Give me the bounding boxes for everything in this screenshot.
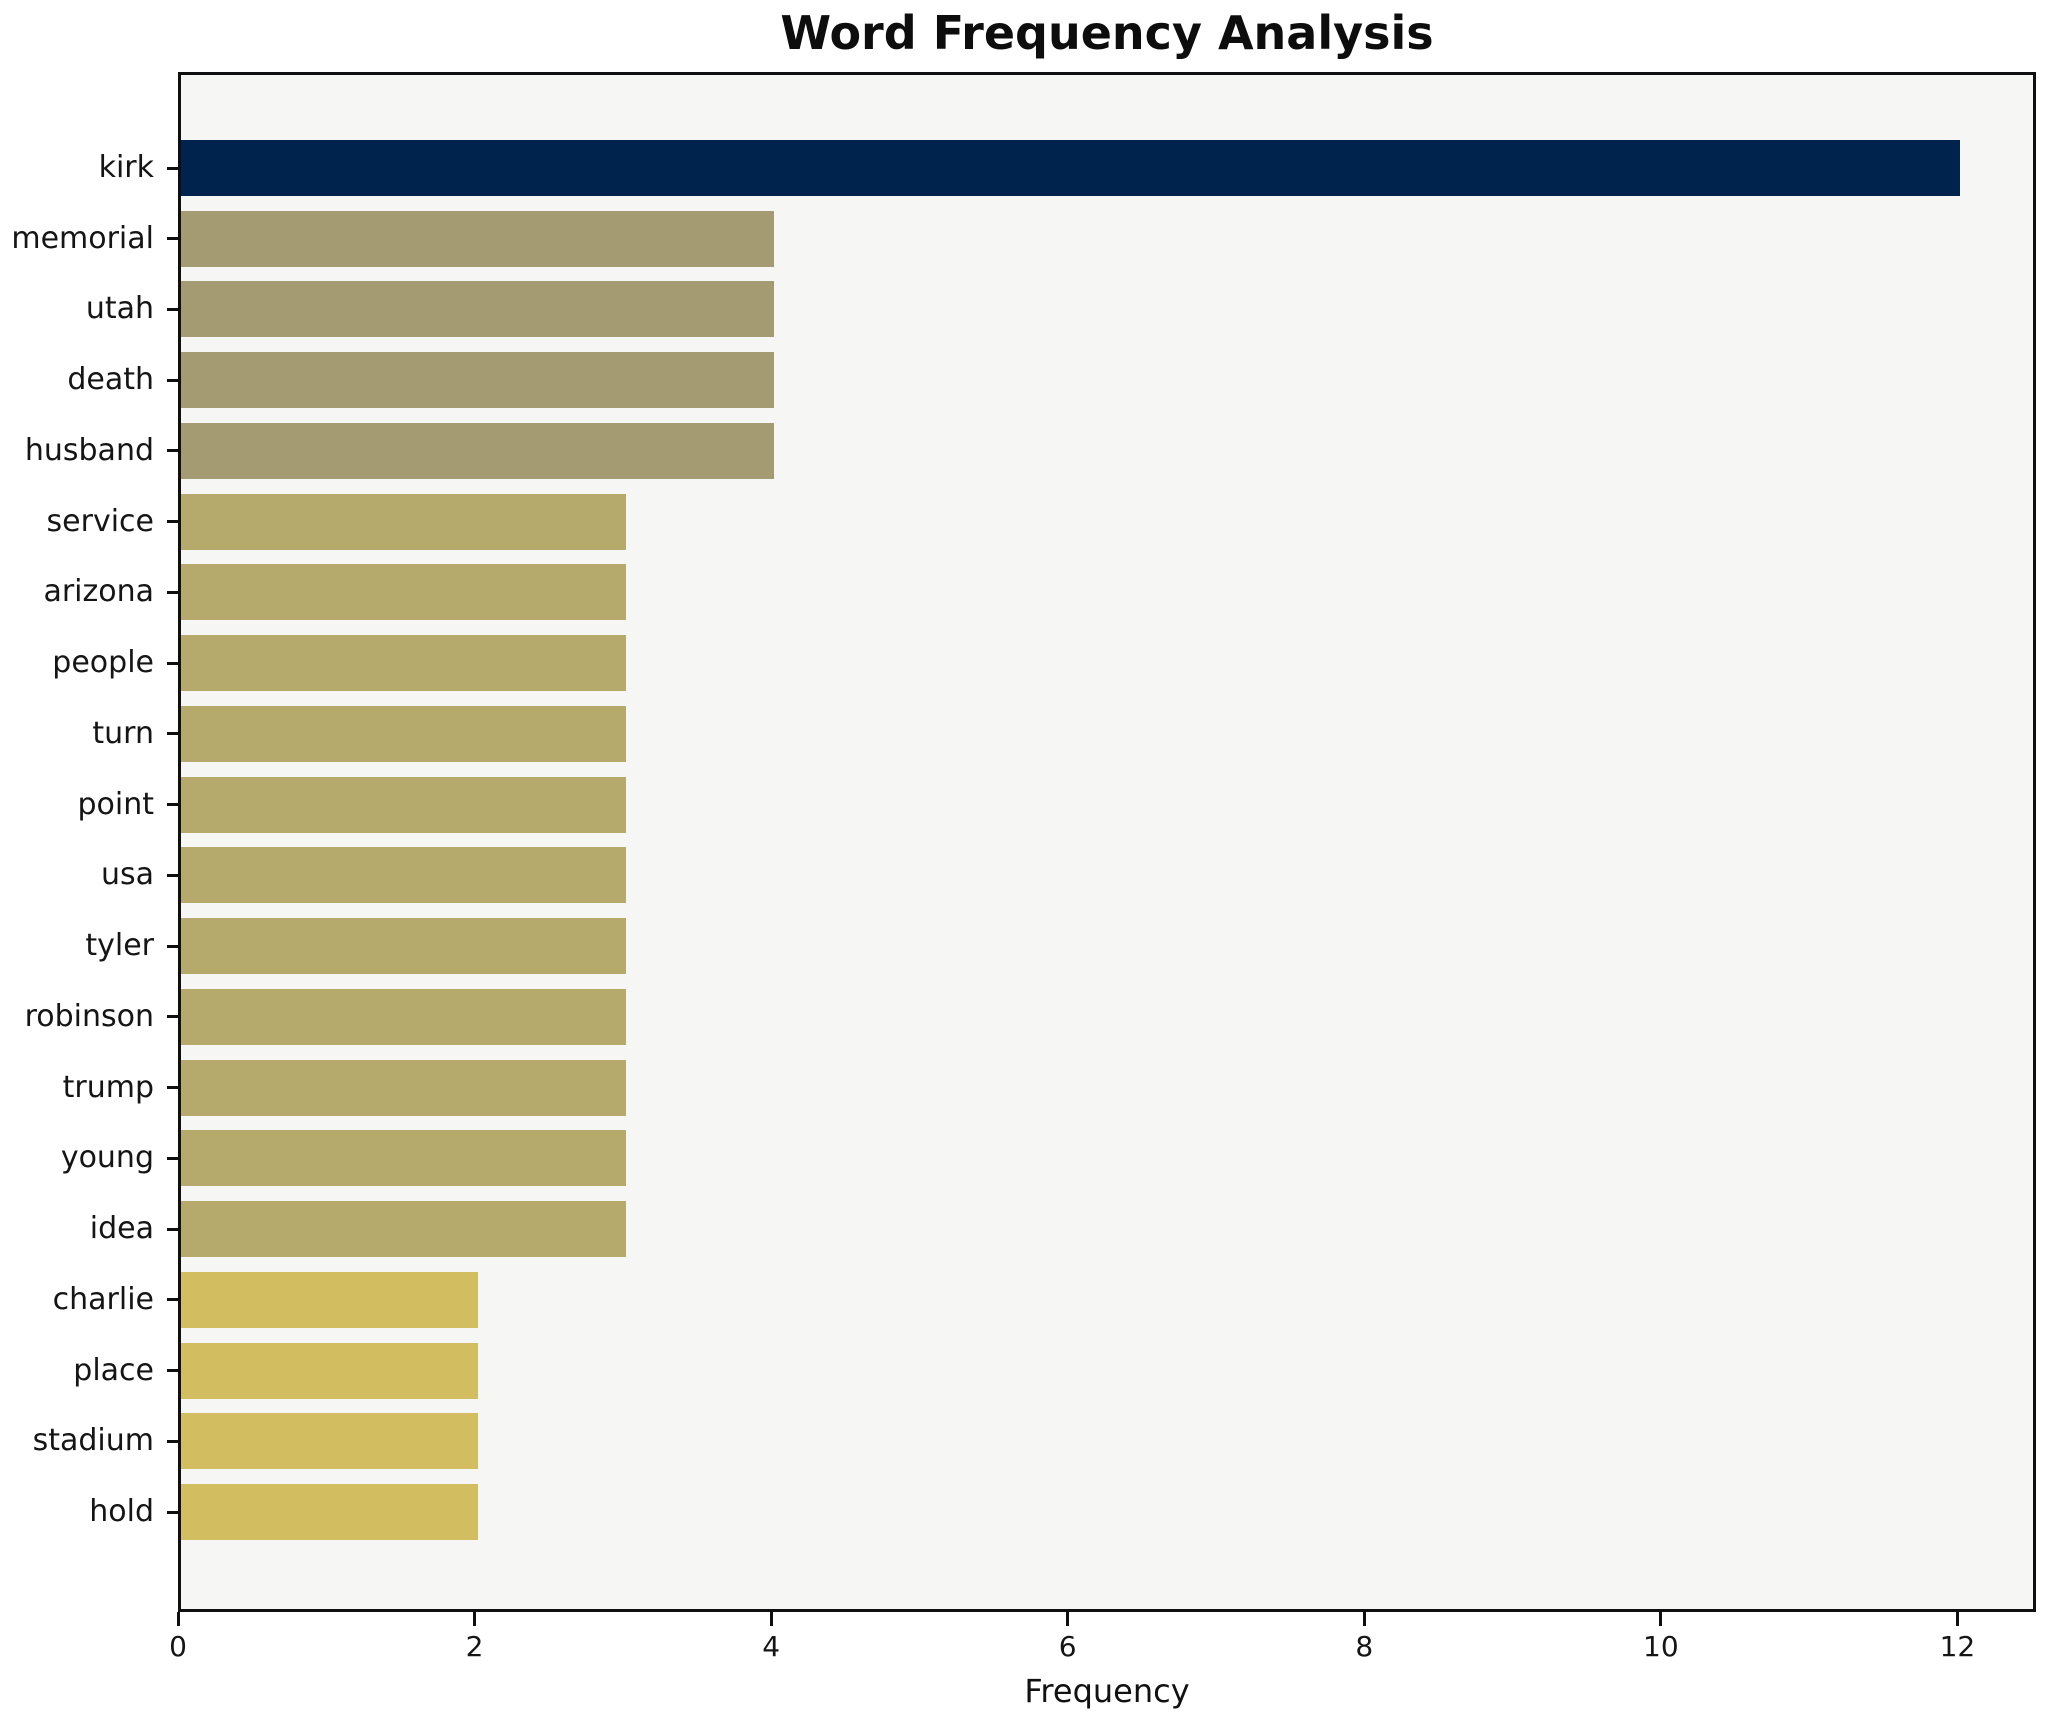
y-tick-label-memorial: memorial (11, 220, 154, 256)
y-tick-mark (167, 449, 178, 453)
x-axis-title: Frequency (1024, 1672, 1190, 1710)
y-tick-label-turn: turn (92, 715, 154, 751)
bar-usa (181, 847, 626, 904)
y-tick-label-usa: usa (100, 857, 154, 893)
y-tick-label-charlie: charlie (52, 1281, 154, 1317)
bar-death (181, 352, 775, 409)
x-tick-mark (769, 1612, 773, 1626)
bar-service (181, 493, 626, 550)
y-tick-mark (167, 944, 178, 948)
bar-husband (181, 422, 775, 479)
y-tick-label-kirk: kirk (98, 150, 154, 185)
y-tick-label-arizona: arizona (43, 574, 154, 610)
bar-point (181, 776, 626, 833)
bar-turn (181, 705, 626, 762)
y-tick-mark (167, 520, 178, 524)
y-tick-label-hold: hold (89, 1494, 154, 1530)
y-tick-label-young: young (60, 1140, 154, 1176)
y-tick-label-utah: utah (85, 291, 154, 327)
y-tick-mark (167, 732, 178, 736)
y-tick-label-place: place (73, 1352, 154, 1388)
bar-kirk (181, 140, 1961, 196)
y-tick-mark (167, 166, 178, 170)
bar-stadium (181, 1413, 478, 1470)
y-tick-label-point: point (77, 786, 154, 822)
y-tick-label-service: service (46, 503, 154, 539)
x-tick-label-6: 6 (1058, 1630, 1077, 1663)
bar-arizona (181, 564, 626, 621)
y-tick-mark (167, 1227, 178, 1231)
bar-people (181, 635, 626, 692)
x-tick-label-10: 10 (1643, 1630, 1679, 1663)
y-tick-mark (167, 1298, 178, 1302)
y-tick-mark (167, 237, 178, 241)
y-tick-label-trump: trump (62, 1069, 154, 1105)
y-tick-mark (167, 1156, 178, 1160)
y-tick-label-idea: idea (89, 1211, 154, 1247)
plot-area (178, 72, 2036, 1612)
y-tick-label-robinson: robinson (24, 998, 154, 1034)
x-tick-label-2: 2 (465, 1630, 484, 1663)
x-tick-mark (1066, 1612, 1070, 1626)
bar-memorial (181, 210, 775, 267)
x-tick-mark (473, 1612, 477, 1626)
y-tick-label-husband: husband (24, 432, 154, 468)
x-tick-label-12: 12 (1939, 1630, 1976, 1663)
bar-robinson (181, 988, 626, 1045)
y-tick-mark (167, 307, 178, 311)
y-tick-mark (167, 378, 178, 382)
x-tick-mark (1659, 1612, 1663, 1626)
x-tick-mark (1362, 1612, 1366, 1626)
x-tick-mark (1955, 1612, 1959, 1626)
x-tick-label-4: 4 (762, 1630, 781, 1663)
y-tick-label-tyler: tyler (85, 928, 154, 964)
y-tick-mark (167, 590, 178, 594)
chart-title: Word Frequency Analysis (780, 6, 1434, 60)
bar-hold (181, 1484, 478, 1541)
x-tick-label-0: 0 (169, 1630, 187, 1663)
bar-tyler (181, 918, 626, 975)
bar-place (181, 1342, 478, 1399)
y-tick-mark (167, 661, 178, 665)
y-tick-mark (167, 873, 178, 877)
bar-charlie (181, 1271, 478, 1328)
y-tick-label-stadium: stadium (32, 1423, 154, 1459)
x-tick-label-8: 8 (1355, 1630, 1374, 1663)
x-tick-mark (176, 1612, 180, 1626)
y-tick-mark (167, 1439, 178, 1443)
y-tick-mark (167, 1086, 178, 1090)
y-tick-mark (167, 803, 178, 807)
bar-idea (181, 1201, 626, 1258)
y-tick-mark (167, 1369, 178, 1373)
y-tick-mark (167, 1510, 178, 1514)
bar-utah (181, 281, 775, 338)
y-tick-label-people: people (52, 645, 154, 681)
bar-young (181, 1130, 626, 1187)
y-tick-label-death: death (67, 362, 154, 398)
y-tick-mark (167, 1015, 178, 1019)
bar-trump (181, 1059, 626, 1116)
